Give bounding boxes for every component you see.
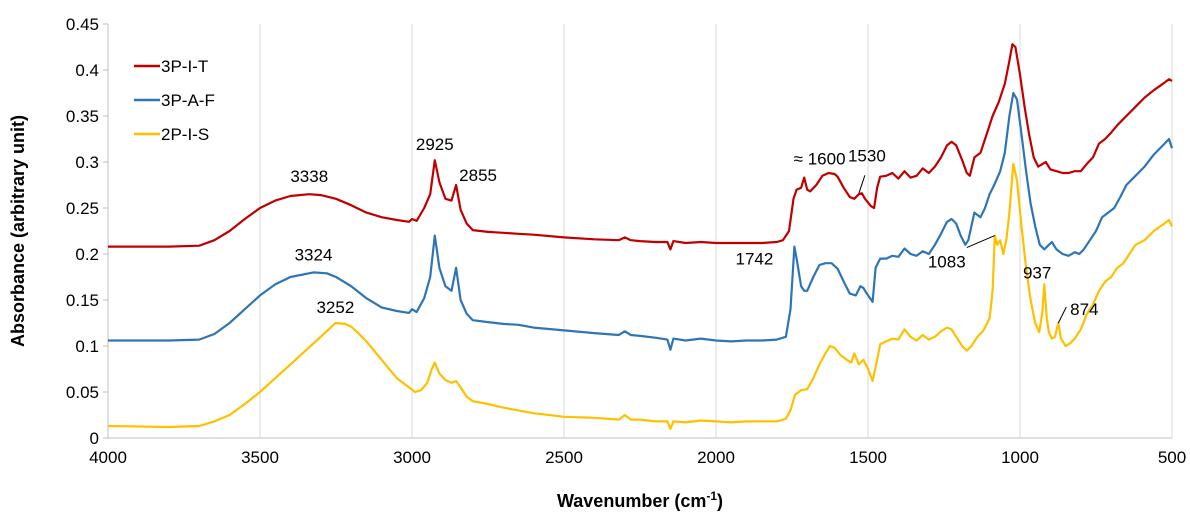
x-tick-label-1500: 1500 [849,448,887,467]
peak-label: 874 [1070,300,1098,319]
legend-label-2P-I-S: 2P-I-S [161,125,209,144]
annotation-leaders [858,175,1067,324]
x-tick-label-2000: 2000 [697,448,735,467]
x-tick-label-4000: 4000 [89,448,127,467]
x-axis-title-sup: -1 [706,489,717,503]
x-tick-label-3000: 3000 [393,448,431,467]
peak-label: 3338 [290,167,328,186]
peak-label: 2855 [459,166,497,185]
y-tick-label: 0.15 [66,291,99,310]
peak-label: ≈ 1600 [794,150,846,169]
y-tick-label: 0.4 [75,61,99,80]
y-tick-label: 0 [90,429,99,448]
x-axis-title-main: Wavenumber (cm [557,491,706,511]
peak-label: 1742 [736,250,774,269]
x-tick-label-500: 500 [1158,448,1186,467]
peak-label: 3324 [295,245,333,264]
x-tick-label-1000: 1000 [1001,448,1039,467]
y-tick-label: 0.3 [75,153,99,172]
y-axis-title: Absorbance (arbitrary unit) [8,115,28,347]
series-line-2P-I-S [107,162,1173,430]
y-tick-labels: 0 0.05 0.1 0.15 0.2 0.25 0.3 0.35 0.4 0.45 [66,15,99,448]
peak-label: 937 [1023,263,1051,282]
legend-label-3P-I-T: 3P-I-T [161,57,208,76]
annotation-leader-line [858,175,866,194]
peak-label: 2925 [416,135,454,154]
y-tick-label: 0.25 [66,199,99,218]
y-tick-label: 0.35 [66,107,99,126]
x-tick-label-2500: 2500 [545,448,583,467]
x-tick-labels: 4000 3500 3000 2500 2000 1500 1000 500 [89,448,1186,467]
legend-label-3P-A-F: 3P-A-F [161,91,215,110]
annotation-leader-line [966,235,995,249]
peak-label: 1083 [928,253,966,272]
series-lines [107,43,1174,430]
x-axis-title: Wavenumber (cm-1) [557,489,723,511]
x-axis-title-end: ) [717,491,723,511]
peak-label: 3252 [316,298,354,317]
x-tick-label-3500: 3500 [241,448,279,467]
peak-annotations: 3338 2925 2855 3324 3252 ≈ 1600 1530 1742 1083 93… [290,135,1098,319]
y-tick-label: 0.45 [66,15,99,34]
series-line-3P-I-T [108,43,1173,251]
y-tick-label: 0.1 [75,337,99,356]
series-line-3P-A-F [108,91,1174,351]
legend: 3P-I-T 3P-A-F 2P-I-S [134,57,215,144]
y-tick-label: 0.05 [66,383,99,402]
axes [103,23,1172,439]
peak-label: 1530 [848,146,886,165]
grid-lines [259,24,1173,438]
annotation-leader-line [1057,306,1067,324]
y-tick-label: 0.2 [75,245,99,264]
